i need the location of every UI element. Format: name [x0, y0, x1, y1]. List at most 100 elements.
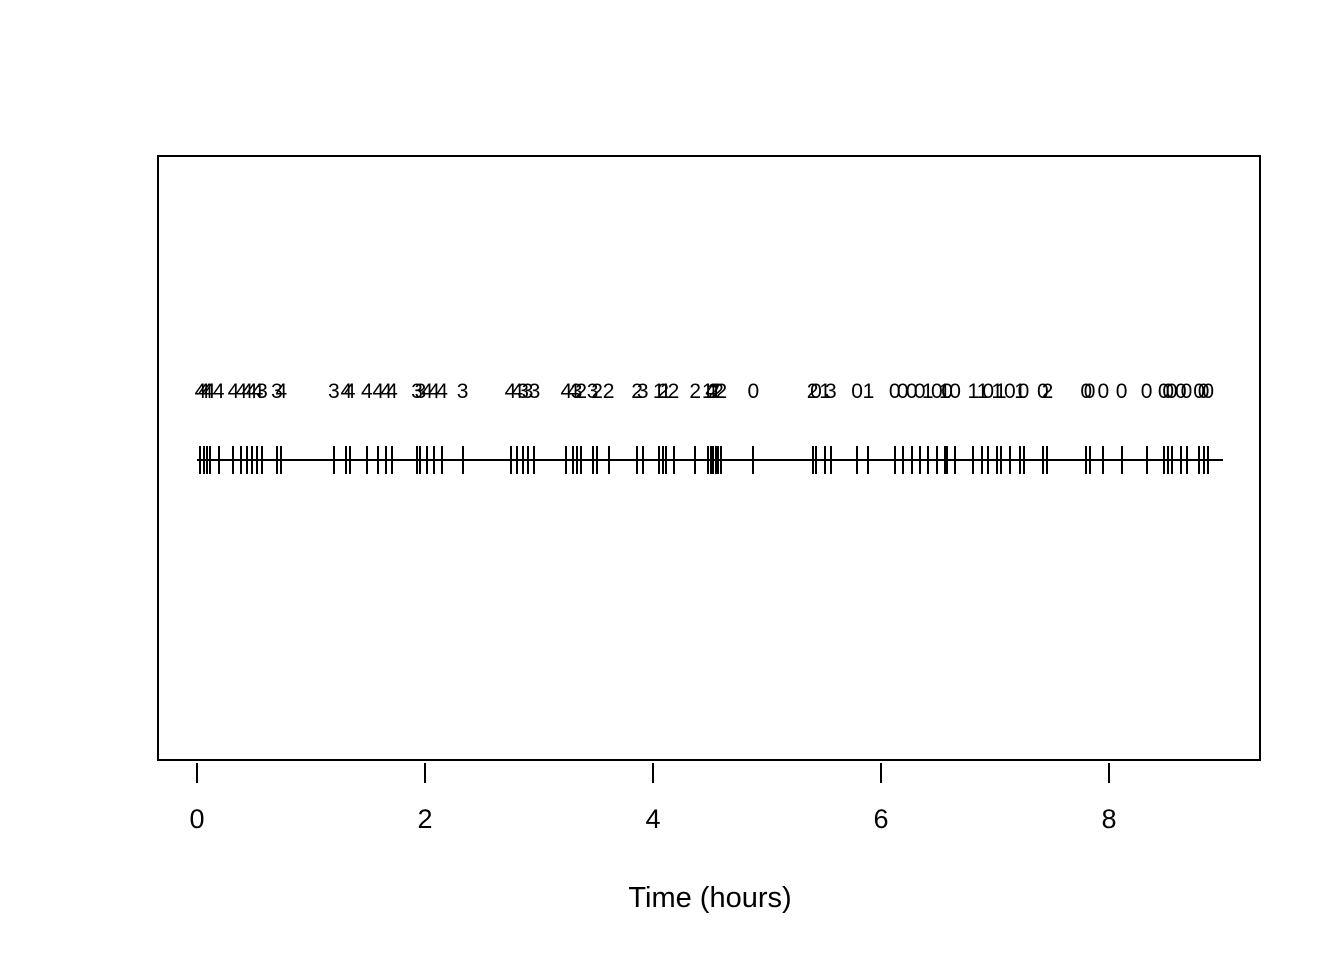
event-count-label: 0	[913, 380, 926, 403]
event-count-label: 4	[251, 380, 264, 403]
event-tick-mark	[260, 446, 263, 474]
event-tick-mark	[607, 446, 610, 474]
event-count-label: 0	[810, 380, 822, 403]
event-tick-mark	[232, 446, 235, 474]
event-tick-mark	[981, 446, 984, 474]
event-tick-mark	[509, 446, 512, 474]
event-tick-mark	[1046, 446, 1049, 474]
event-tick-mark	[516, 446, 519, 474]
event-tick-mark	[419, 446, 422, 474]
event-tick-mark	[1185, 446, 1188, 474]
event-tick-mark	[332, 446, 335, 474]
event-count-label: 4	[567, 380, 580, 403]
event-tick-mark	[217, 446, 220, 474]
event-count-label: 4	[511, 380, 524, 403]
event-tick-mark	[246, 446, 249, 474]
event-count-label: 0	[1037, 380, 1049, 403]
event-tick-mark	[240, 446, 243, 474]
event-count-label: 4	[372, 380, 385, 403]
event-count-label: 2	[806, 380, 819, 403]
x-axis-tick-label: 0	[189, 804, 205, 834]
event-tick-mark	[433, 446, 436, 474]
event-tick-mark	[714, 446, 717, 474]
event-tick-mark	[996, 446, 999, 474]
event-tick-mark	[999, 446, 1002, 474]
event-tick-mark	[1162, 446, 1165, 474]
event-count-label: 2	[667, 380, 680, 403]
event-tick-mark	[208, 446, 211, 474]
x-axis-tick-label: 8	[1101, 804, 1117, 834]
event-count-label: 2	[712, 380, 724, 403]
x-axis-tick	[196, 763, 198, 783]
event-tick-mark	[641, 446, 644, 474]
event-tick-mark	[572, 446, 575, 474]
event-tick-mark	[1167, 446, 1170, 474]
event-tick-mark	[672, 446, 675, 474]
event-tick-mark	[706, 446, 709, 474]
event-count-label: 0	[1202, 380, 1215, 403]
event-tick-mark	[1085, 446, 1088, 474]
event-count-label: 3	[456, 380, 469, 403]
event-count-label: 1	[938, 380, 951, 403]
event-count-label: 1	[862, 380, 875, 403]
event-count-label: 0	[1080, 380, 1093, 403]
event-tick-mark	[345, 446, 348, 474]
event-tick-mark	[526, 446, 529, 474]
event-count-label: 4	[504, 380, 517, 403]
event-tick-mark	[1179, 446, 1182, 474]
event-count-label: 0	[982, 380, 994, 403]
event-tick-mark	[1041, 446, 1044, 474]
event-tick-mark	[596, 446, 599, 474]
event-count-label: 3	[521, 380, 534, 403]
event-count-label: 0	[1180, 380, 1193, 403]
event-count-label: 1	[652, 380, 665, 403]
event-count-label: 0	[1003, 380, 1016, 403]
event-count-label: 3	[414, 380, 427, 403]
event-count-label: 4	[197, 380, 210, 403]
event-count-label: 4	[705, 380, 717, 403]
event-tick-mark	[935, 446, 938, 474]
event-tick-mark	[910, 446, 913, 474]
event-count-label: 4	[245, 380, 258, 403]
event-tick-mark	[426, 446, 429, 474]
event-count-label: 1	[921, 380, 934, 403]
event-tick-mark	[250, 446, 253, 474]
event-count-label: 0	[1157, 380, 1170, 403]
event-count-label: 0	[1174, 380, 1187, 403]
event-count-label: 4	[428, 380, 440, 403]
event-tick-mark	[829, 446, 832, 474]
event-count-label: 4	[235, 380, 248, 403]
event-tick-mark	[901, 446, 904, 474]
event-count-label: 1	[994, 380, 1007, 403]
event-count-label: 1	[976, 380, 989, 403]
event-count-label: 3	[824, 380, 837, 403]
event-tick-mark	[461, 446, 464, 474]
event-count-label: 2	[707, 380, 720, 403]
event-count-label: 0	[1083, 380, 1096, 403]
event-count-label: 0	[888, 380, 901, 403]
event-count-label: 3	[586, 380, 599, 403]
event-tick-mark	[275, 446, 278, 474]
event-count-label: 1	[967, 380, 980, 403]
event-tick-mark	[867, 446, 870, 474]
event-count-label: 2	[657, 380, 670, 403]
event-tick-mark	[565, 446, 568, 474]
x-axis-tick	[1108, 763, 1110, 783]
event-tick-mark	[815, 446, 818, 474]
event-count-label: 4	[386, 380, 398, 403]
event-tick-mark	[720, 446, 723, 474]
event-tick-mark	[1102, 446, 1105, 474]
event-tick-mark	[1202, 446, 1205, 474]
event-tick-mark	[1022, 446, 1025, 474]
event-count-label: 4	[275, 380, 288, 403]
event-count-label: 1	[819, 380, 831, 403]
event-count-label: 0	[1193, 380, 1205, 403]
event-tick-mark	[662, 446, 665, 474]
event-tick-mark	[441, 446, 444, 474]
event-count-label: 3	[517, 380, 529, 403]
event-tick-mark	[206, 446, 209, 474]
event-count-label: 2	[602, 380, 615, 403]
event-tick-mark	[694, 446, 697, 474]
event-count-label: 1	[701, 380, 714, 403]
